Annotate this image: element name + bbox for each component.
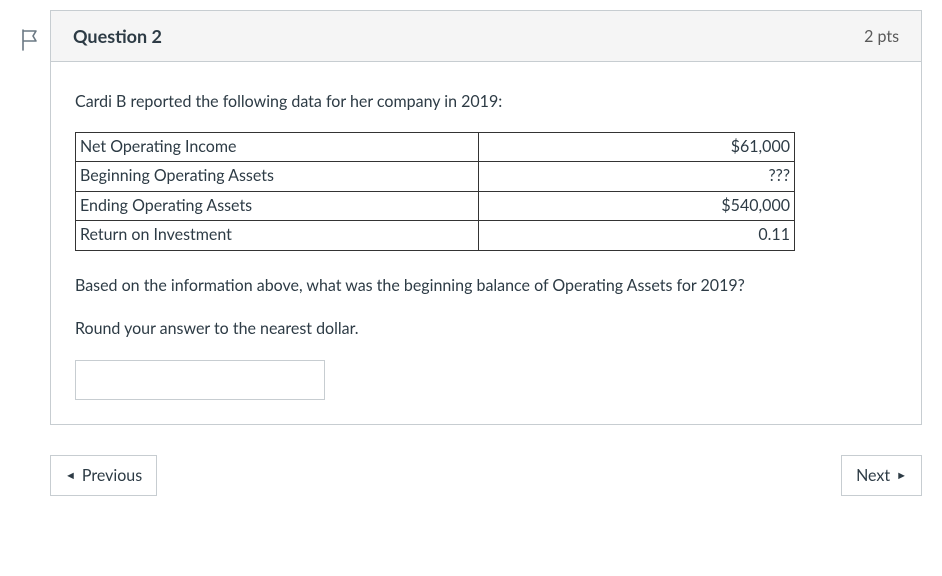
next-button[interactable]: Next ►	[841, 455, 922, 496]
previous-button[interactable]: ◄ Previous	[50, 455, 157, 496]
previous-label: Previous	[82, 466, 142, 485]
question-points: 2 pts	[864, 27, 899, 46]
table-row: Ending Operating Assets $540,000	[76, 191, 795, 220]
prompt-text: Based on the information above, what was…	[75, 273, 897, 299]
row-value: ???	[478, 162, 794, 191]
table-row: Return on Investment 0.11	[76, 221, 795, 250]
chevron-right-icon: ►	[896, 469, 907, 482]
data-table: Net Operating Income $61,000 Beginning O…	[75, 132, 795, 251]
instruction-text: Round your answer to the nearest dollar.	[75, 316, 897, 342]
flag-icon[interactable]	[20, 28, 40, 52]
row-label: Beginning Operating Assets	[76, 162, 479, 191]
row-value: $61,000	[478, 133, 794, 162]
question-card: Question 2 2 pts Cardi B reported the fo…	[50, 10, 922, 425]
question-body: Cardi B reported the following data for …	[51, 62, 921, 424]
question-title: Question 2	[73, 25, 162, 47]
next-label: Next	[856, 466, 890, 485]
answer-input[interactable]	[75, 360, 325, 400]
chevron-left-icon: ◄	[65, 469, 76, 482]
row-label: Net Operating Income	[76, 133, 479, 162]
nav-row: ◄ Previous Next ►	[20, 455, 922, 496]
row-value: 0.11	[478, 221, 794, 250]
row-label: Return on Investment	[76, 221, 479, 250]
row-label: Ending Operating Assets	[76, 191, 479, 220]
table-row: Beginning Operating Assets ???	[76, 162, 795, 191]
row-value: $540,000	[478, 191, 794, 220]
intro-text: Cardi B reported the following data for …	[75, 90, 897, 114]
table-row: Net Operating Income $61,000	[76, 133, 795, 162]
question-header: Question 2 2 pts	[51, 11, 921, 62]
